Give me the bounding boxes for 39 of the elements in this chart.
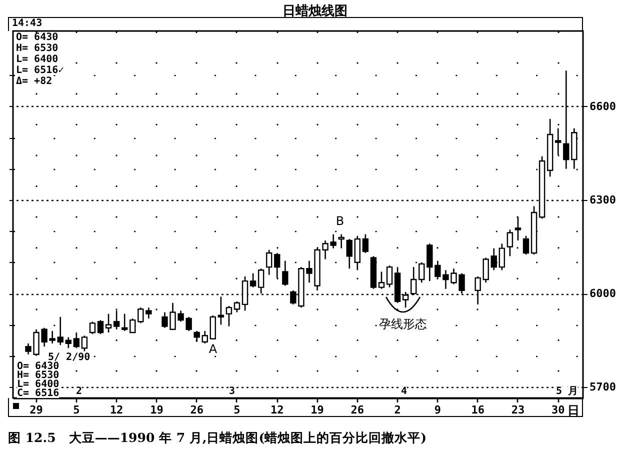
y-tick-label: 6300: [590, 194, 616, 206]
y-tick-label: 6600: [590, 100, 616, 113]
caption: 图 12.5 大豆——1990 年 7 月,日蜡烛图(蜡烛图上的百分比回撤水平): [8, 430, 427, 447]
annotation: O= 6430: [16, 32, 58, 43]
annotation: 4: [401, 386, 408, 397]
annotation: H= 6530: [16, 43, 58, 54]
annotation: L= 6400: [17, 379, 60, 390]
x-tick-label: 12: [270, 404, 284, 416]
x-tick-label: 23: [511, 404, 525, 416]
annotation: 2: [76, 386, 82, 397]
annotation: B: [336, 214, 344, 228]
annotation: 3: [229, 386, 236, 397]
x-axis-title: 日: [568, 404, 580, 418]
annotation: O= 6430: [17, 361, 60, 372]
chart-title: 日蜡烛线图: [282, 4, 348, 19]
annotation: L= 6400: [16, 54, 58, 65]
x-tick-label: 29: [30, 404, 43, 416]
x-tick-label: 26: [350, 404, 364, 416]
x-tick-label: 19: [310, 404, 324, 416]
annotation: Δ= +82: [16, 76, 52, 87]
annotation: H= 6530: [17, 370, 60, 381]
x-tick-label: 19: [150, 404, 164, 416]
x-tick-label: 2: [394, 404, 401, 416]
x-tick-label: 30: [551, 404, 565, 416]
annotation: 孕线形态: [379, 317, 427, 331]
y-tick-label: 6000: [590, 287, 616, 300]
x-tick-label: 9: [434, 404, 442, 416]
annotation: L= 6516✓: [16, 65, 64, 76]
annotation: A: [208, 342, 218, 356]
text: 14:43: [12, 18, 42, 29]
x-tick-label: 5: [73, 404, 80, 416]
x-tick-label: 5: [234, 404, 240, 416]
annotation: 5/ 2/90: [48, 352, 90, 363]
x-tick-label: 26: [190, 404, 204, 416]
y-tick-label: 5700: [590, 380, 616, 394]
x-tick-label: 12: [110, 404, 124, 416]
x-tick-label: 16: [471, 404, 485, 416]
annotation: 5 月: [556, 386, 578, 397]
annotation: C= 6516: [17, 388, 60, 399]
